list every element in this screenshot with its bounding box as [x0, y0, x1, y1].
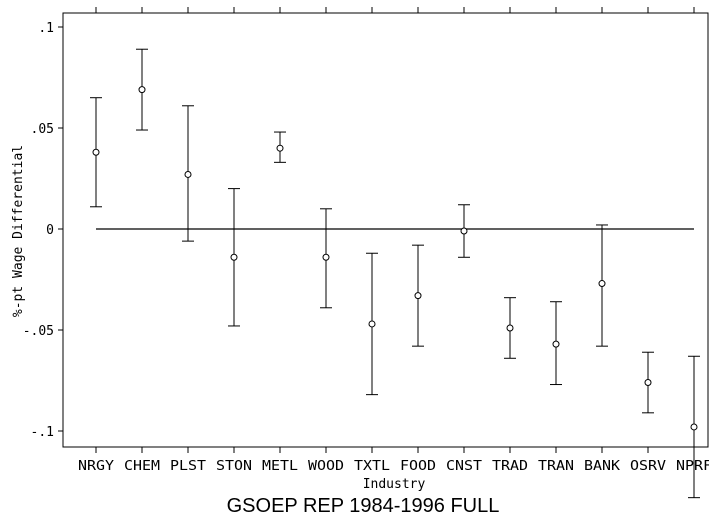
data-point [368, 320, 376, 328]
x-tick-label: CHEM [124, 459, 160, 474]
x-tick-label: OSRV [630, 459, 666, 474]
data-point [276, 144, 284, 152]
x-tick-label: STON [216, 459, 252, 474]
x-tick-label: BANK [584, 459, 620, 474]
data-point [644, 379, 652, 387]
plot-frame [62, 12, 709, 448]
data-point [184, 170, 192, 178]
x-tick-label: FOOD [400, 459, 436, 474]
x-tick-label: METL [262, 459, 298, 474]
data-point [690, 423, 698, 431]
data-point [414, 292, 422, 300]
x-tick-label: NPRF [676, 459, 709, 474]
y-tick-label: -.1 [31, 425, 54, 440]
y-tick-label: .1 [38, 21, 54, 36]
data-point [92, 148, 100, 156]
x-tick-label: NRGY [78, 459, 114, 474]
x-tick-label: PLST [170, 459, 206, 474]
data-point [552, 340, 560, 348]
x-tick-label: TXTL [354, 459, 390, 474]
x-tick-label: WOOD [308, 459, 344, 474]
y-tick-label: 0 [46, 223, 54, 238]
data-point [230, 253, 238, 261]
x-tick-label: TRAD [492, 459, 528, 474]
x-tick-label: TRAN [538, 459, 574, 474]
y-tick-label: -.05 [23, 324, 54, 339]
x-axis-label: Industry [363, 477, 426, 492]
data-point [322, 253, 330, 261]
data-point [138, 86, 146, 94]
y-tick-label: .05 [31, 122, 54, 137]
data-point [598, 280, 606, 288]
y-axis-label: %-pt Wage Differential [11, 145, 26, 317]
data-point [506, 324, 514, 332]
x-tick-label: CNST [446, 459, 482, 474]
data-point [460, 227, 468, 235]
chart-title: GSOEP REP 1984-1996 FULL [227, 495, 500, 517]
